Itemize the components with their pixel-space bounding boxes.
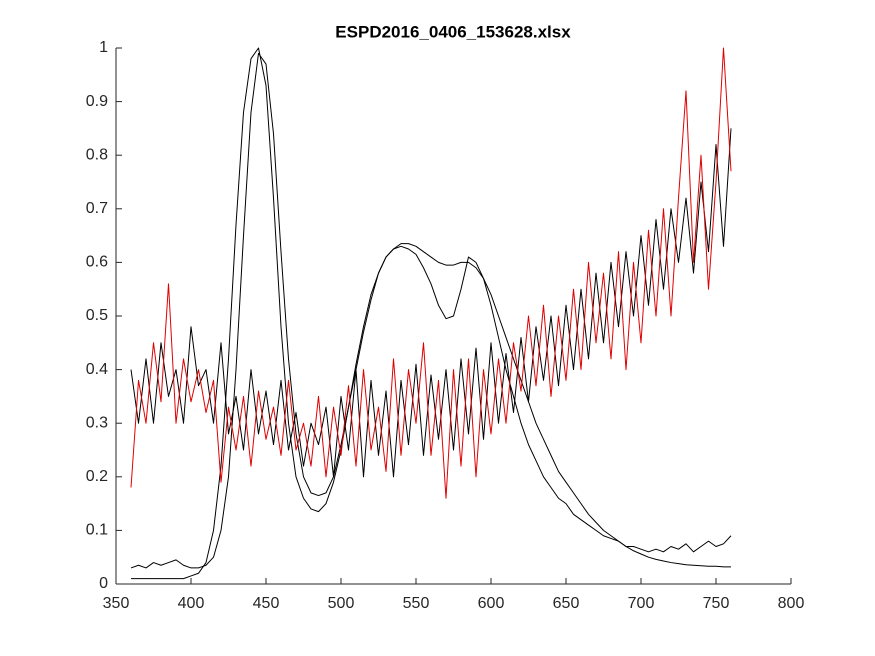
x-tick-label: 600 (478, 595, 505, 612)
x-tick-label: 550 (403, 595, 430, 612)
x-tick-label: 750 (703, 595, 730, 612)
series-line (130, 47, 732, 499)
y-tick-label: 0.1 (86, 522, 108, 539)
x-tick-label: 350 (103, 595, 130, 612)
series-line (131, 47, 731, 580)
x-tick-label: 500 (328, 595, 355, 612)
y-tick-label: 0.5 (86, 307, 108, 324)
x-tick-label: 700 (628, 595, 655, 612)
y-tick-label: 0 (99, 575, 108, 592)
y-tick-label: 0.6 (86, 254, 108, 271)
y-tick-label: 0.8 (86, 146, 108, 163)
x-tick-label: 450 (253, 595, 280, 612)
series-line (130, 128, 732, 478)
y-tick-label: 0.4 (86, 361, 108, 378)
y-tick-label: 1 (99, 39, 108, 56)
x-tick-label: 800 (778, 595, 805, 612)
chart-title: ESPD2016_0406_153628.xlsx (335, 22, 571, 41)
y-tick-label: 0.2 (86, 468, 108, 485)
y-tick-label: 0.3 (86, 414, 108, 431)
x-tick-label: 400 (178, 595, 205, 612)
series-line (130, 52, 732, 569)
y-tick-label: 0.7 (86, 200, 108, 217)
x-tick-label: 650 (553, 595, 580, 612)
y-tick-label: 0.9 (86, 93, 108, 110)
